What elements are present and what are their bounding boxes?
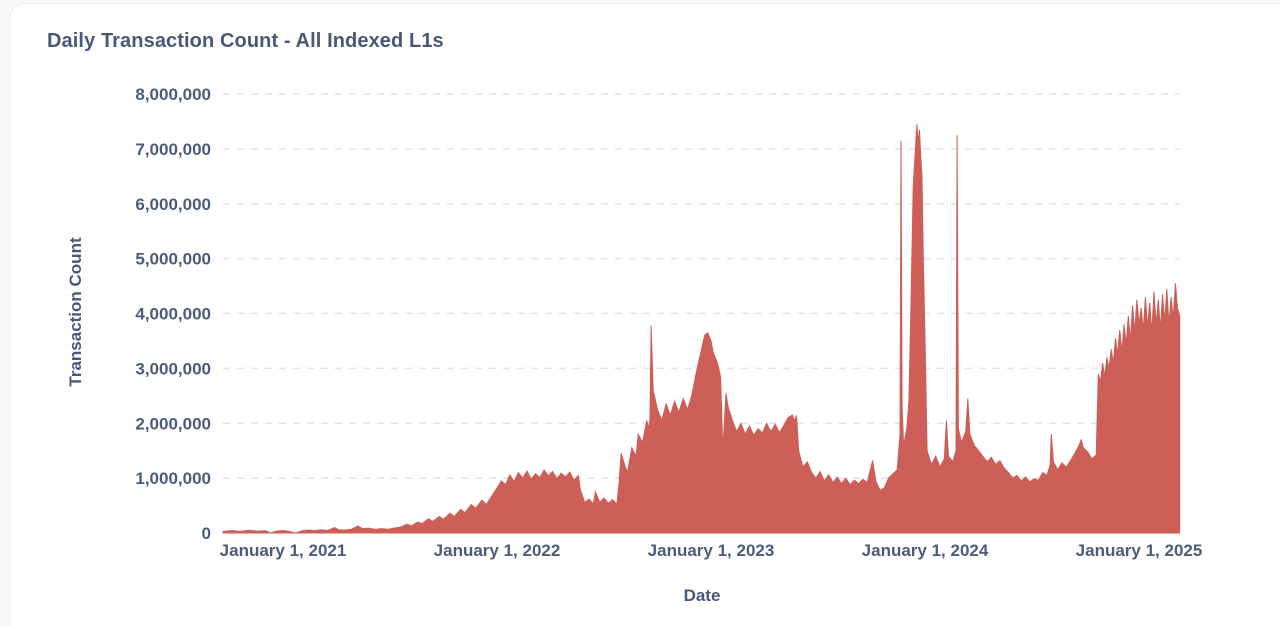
- y-tick-label: 5,000,000: [135, 250, 211, 269]
- x-tick-label: January 1, 2024: [862, 541, 989, 560]
- x-tick-label: January 1, 2021: [220, 541, 347, 560]
- x-tick-label: January 1, 2022: [434, 541, 561, 560]
- y-tick-label: 7,000,000: [135, 140, 211, 159]
- y-tick-label: 4,000,000: [135, 305, 211, 324]
- x-axis-title: Date: [683, 586, 721, 605]
- y-tick-label: 3,000,000: [135, 359, 211, 378]
- y-tick-label: 8,000,000: [135, 85, 211, 104]
- chart-card: Daily Transaction Count - All Indexed L1…: [9, 3, 1280, 626]
- y-tick-label: 0: [202, 524, 211, 543]
- y-tick-label: 2,000,000: [135, 414, 211, 433]
- chart-title: Daily Transaction Count - All Indexed L1…: [47, 30, 444, 52]
- x-tick-label: January 1, 2025: [1076, 541, 1203, 560]
- chart-plot-area[interactable]: 0 1,000,000 2,000,000 3,000,000 4,000,000 5,0…: [10, 4, 1280, 626]
- x-tick-label: January 1, 2023: [648, 541, 775, 560]
- area-series-daily-transaction-count[interactable]: [222, 124, 1181, 534]
- y-tick-label: 6,000,000: [135, 195, 211, 214]
- y-tick-label: 1,000,000: [135, 469, 211, 488]
